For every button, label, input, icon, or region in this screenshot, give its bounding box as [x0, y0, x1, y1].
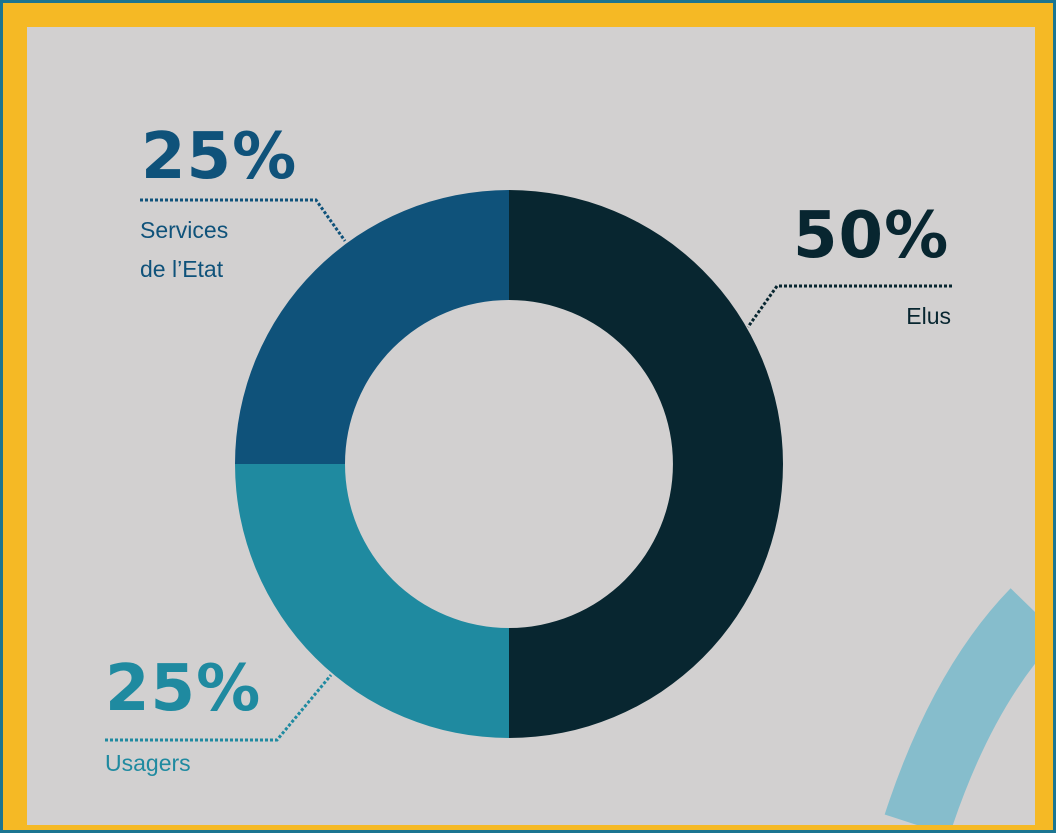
donut-slice-usagers [235, 464, 509, 738]
leader-line-services [140, 198, 347, 242]
donut-slices [235, 190, 783, 738]
chart-panel: 25% Services de l’Etat 50% Elus 25% Usag… [27, 27, 1035, 825]
gold-border: 25% Services de l’Etat 50% Elus 25% Usag… [3, 3, 1053, 830]
services-label-line2: de l’Etat [140, 256, 224, 282]
elus-label: Elus [906, 303, 951, 329]
elus-percent: 50% [793, 199, 950, 273]
decorative-arc [884, 588, 1035, 825]
leader-lines [105, 198, 952, 742]
usagers-label: Usagers [105, 750, 191, 776]
donut-chart [105, 190, 1035, 825]
services-percent: 25% [141, 120, 298, 194]
leader-line-elus [746, 284, 952, 328]
donut-slice-elus [509, 190, 783, 738]
leader-line-usagers [105, 674, 333, 742]
donut-slice-services-de-l-etat [235, 190, 509, 464]
usagers-percent: 25% [105, 652, 262, 726]
services-label-line1: Services [140, 217, 229, 243]
